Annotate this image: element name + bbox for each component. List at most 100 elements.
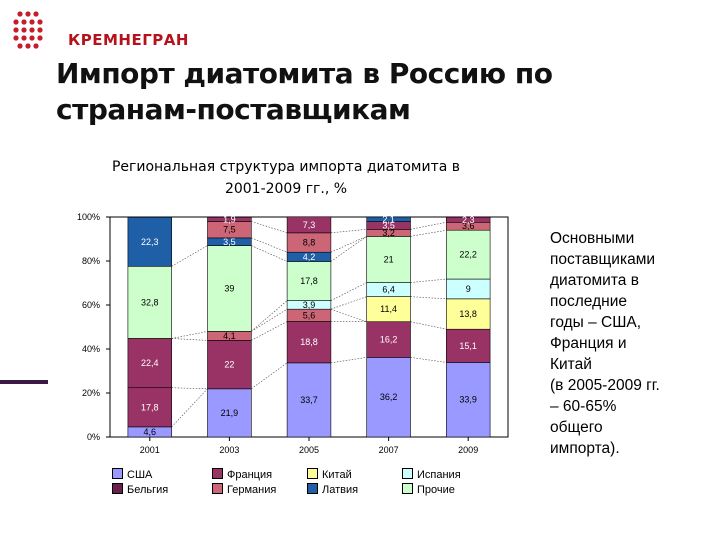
bar-segment	[366, 357, 411, 438]
side-note-line: общего	[550, 419, 603, 436]
connector-line	[330, 282, 367, 301]
data-label: 11,4	[380, 304, 397, 314]
legend-item: Германия	[212, 483, 276, 497]
bar-segment	[286, 216, 332, 234]
data-label: 2,1	[382, 214, 395, 224]
stacked-bar-chart: 0% 20% 40% 60% 80% 100% 4,6 17,8 22,4 32,8 22,3 200…	[77, 212, 509, 455]
data-label: 3,2	[382, 228, 395, 238]
brand-logo: КРЕМНЕГРАН	[10, 8, 188, 52]
data-label: 8,8	[303, 238, 316, 248]
y-tick-label: 80%	[82, 256, 100, 266]
x-tick-label: 2005	[299, 445, 319, 455]
side-note-line: последние	[550, 293, 627, 310]
connector-line	[330, 236, 367, 262]
bar-segment	[446, 362, 491, 438]
bar-segment	[127, 387, 172, 428]
bar-segment	[366, 296, 411, 323]
side-note-line: Основными	[550, 230, 635, 247]
side-note: Основными поставщиками диатомита в последни…	[550, 228, 710, 459]
bar-segment	[127, 265, 172, 339]
y-tick-label: 60%	[82, 300, 100, 310]
data-label: 22,4	[141, 358, 159, 368]
side-note-line: диатомита в	[550, 272, 639, 289]
legend-swatch	[112, 483, 123, 494]
connector-line	[410, 221, 447, 230]
data-label: 6,4	[382, 285, 395, 295]
legend-swatch	[307, 483, 318, 494]
bar-segment	[207, 216, 252, 222]
data-label: 7,3	[303, 220, 316, 230]
bar-segment	[286, 362, 332, 438]
bar-segment	[446, 298, 491, 330]
legend-label: Испания	[417, 469, 461, 481]
legend-item: Латвия	[307, 483, 358, 497]
side-note-line: Франция и	[550, 335, 627, 352]
data-label: 4,1	[223, 331, 236, 341]
data-label: 33,9	[459, 395, 477, 405]
data-label: 36,2	[380, 392, 398, 402]
y-tick-label: 0%	[87, 432, 100, 442]
legend-swatch	[402, 483, 413, 494]
legend-label: Франция	[227, 469, 273, 481]
data-label: 17,8	[300, 276, 318, 286]
legend-swatch	[212, 468, 223, 479]
legend-item: США	[112, 468, 152, 482]
legend-item: Прочие	[402, 483, 455, 497]
x-tick-label: 2007	[379, 445, 399, 455]
data-label: 3,5	[382, 220, 395, 230]
legend-swatch	[402, 468, 413, 479]
connector-line	[410, 357, 447, 363]
data-label: 15,1	[459, 341, 477, 351]
bar-segment	[286, 261, 332, 301]
connector-line	[330, 229, 367, 234]
connector-line	[410, 296, 447, 300]
data-label: 21,9	[221, 408, 239, 418]
bar-segment	[127, 216, 172, 267]
legend-item: Испания	[402, 468, 461, 482]
data-label: 5,6	[303, 310, 316, 320]
data-label: 3,5	[223, 237, 236, 247]
data-label: 7,5	[223, 225, 236, 235]
y-tick-label: 40%	[82, 344, 100, 354]
x-tick-label: 2009	[458, 445, 478, 455]
data-label: 22,2	[459, 250, 477, 260]
connector-line	[410, 229, 447, 237]
side-note-line: (в 2005-2009 гг.	[550, 377, 660, 394]
legend-item: Франция	[212, 468, 272, 482]
connector-line	[171, 245, 208, 267]
data-label: 3,9	[303, 300, 316, 310]
bar-segment	[366, 216, 411, 222]
connector-line	[171, 387, 208, 390]
legend-item: Китай	[307, 468, 352, 482]
connector-line	[251, 362, 288, 390]
connector-line	[251, 300, 288, 332]
legend-label: Германия	[227, 484, 277, 496]
bar-segment	[207, 245, 252, 332]
side-note-line: поставщиками	[550, 251, 656, 268]
page-title: Импорт диатомита в Россию по странам-пос…	[56, 56, 676, 128]
data-label: 9	[466, 284, 471, 294]
connector-line	[330, 308, 367, 323]
data-label: 4,6	[144, 427, 157, 437]
connector-line	[330, 357, 367, 364]
legend-swatch	[212, 483, 223, 494]
bar-segment	[207, 388, 252, 438]
connector-line	[410, 278, 447, 283]
data-label: 33,7	[300, 395, 318, 405]
data-label: 18,8	[300, 337, 318, 347]
x-tick-label: 2003	[219, 445, 239, 455]
bar-segment	[207, 340, 252, 390]
connector-line	[251, 245, 288, 262]
data-label: 1,9	[223, 214, 236, 224]
logo-text: КРЕМНЕГРАН	[68, 31, 189, 49]
x-tick-label: 2001	[140, 445, 160, 455]
accent-divider	[0, 380, 48, 384]
legend-label: Прочие	[417, 484, 455, 496]
chart-title: Региональная структура импорта диатомита…	[56, 156, 516, 200]
bar-segment	[446, 216, 491, 223]
legend-swatch	[307, 468, 318, 479]
y-tick-label: 20%	[82, 388, 100, 398]
legend-label: Китай	[322, 469, 352, 481]
legend-swatch	[112, 468, 123, 479]
connector-line	[171, 338, 208, 341]
